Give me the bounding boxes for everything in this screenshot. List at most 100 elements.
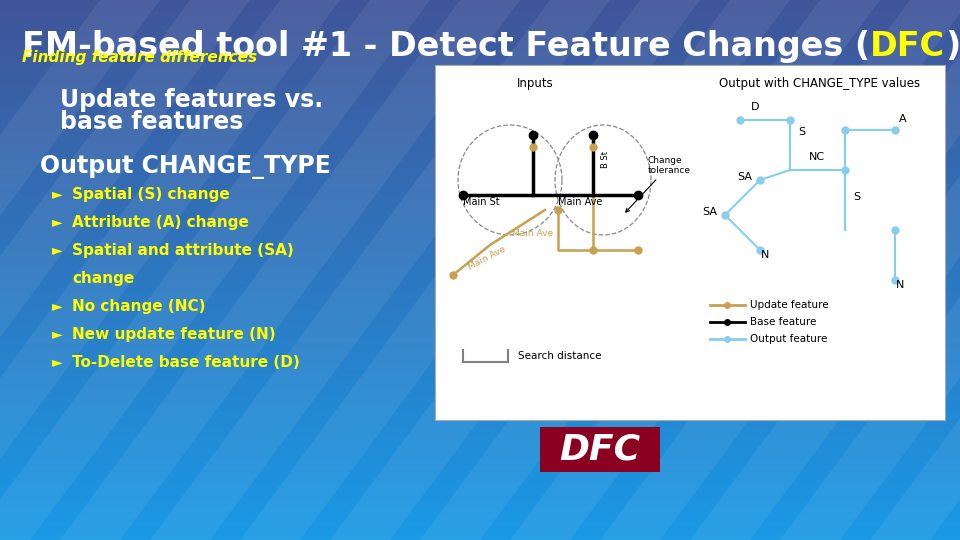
Bar [0, 158, 960, 160]
Bar [0, 482, 960, 484]
Bar [0, 209, 960, 211]
Bar [0, 315, 960, 317]
Bar [0, 151, 960, 153]
Bar [0, 167, 960, 169]
Text: ►: ► [52, 299, 62, 313]
Bar [0, 96, 960, 97]
Bar [0, 124, 960, 126]
Bar [0, 385, 960, 387]
Bar [0, 54, 960, 56]
Bar [0, 502, 960, 504]
Bar [0, 367, 960, 369]
Bar [0, 268, 960, 270]
Polygon shape [0, 0, 160, 540]
Bar [0, 459, 960, 461]
Bar [0, 7, 960, 9]
Bar [0, 475, 960, 477]
Bar [0, 196, 960, 198]
Bar [0, 486, 960, 488]
Text: D: D [751, 102, 759, 112]
Bar [0, 137, 960, 139]
Text: ): ) [946, 30, 960, 63]
Bar [0, 66, 960, 69]
Bar [0, 45, 960, 47]
Text: Update features vs.: Update features vs. [60, 88, 324, 112]
Text: S: S [798, 127, 805, 137]
Bar [0, 501, 960, 502]
Polygon shape [690, 0, 960, 540]
Bar [0, 147, 960, 150]
Bar [0, 101, 960, 103]
Bar [0, 292, 960, 293]
Bar [0, 420, 960, 421]
Bar [0, 396, 960, 398]
Bar [0, 76, 960, 77]
Bar [0, 362, 960, 363]
Bar [0, 218, 960, 220]
Bar [0, 479, 960, 481]
Bar [0, 212, 960, 214]
Bar [0, 241, 960, 243]
Bar [0, 38, 960, 39]
Bar [0, 238, 960, 239]
Bar [0, 88, 960, 90]
Bar [0, 133, 960, 135]
Bar [0, 193, 960, 194]
Bar [0, 61, 960, 63]
Text: Main Ave: Main Ave [513, 228, 554, 238]
Bar [0, 266, 960, 268]
Bar [0, 452, 960, 454]
Bar [0, 39, 960, 42]
Bar [0, 506, 960, 508]
Bar [0, 86, 960, 88]
Bar [0, 301, 960, 302]
Text: Base feature: Base feature [750, 317, 816, 327]
Bar [0, 322, 960, 324]
Text: Main St: Main St [463, 197, 499, 207]
Bar [0, 247, 960, 248]
Bar [0, 495, 960, 497]
Bar [0, 20, 960, 22]
Bar [0, 263, 960, 265]
Bar [0, 189, 960, 191]
Bar [0, 99, 960, 101]
Text: N: N [761, 250, 769, 260]
Bar [0, 106, 960, 108]
Bar [0, 293, 960, 295]
Bar [0, 518, 960, 520]
Bar [0, 335, 960, 336]
Bar [0, 286, 960, 288]
Bar [0, 223, 960, 225]
Bar [0, 34, 960, 36]
Bar [0, 535, 960, 536]
Bar [0, 112, 960, 113]
Bar [0, 520, 960, 522]
Bar [0, 270, 960, 272]
Bar [0, 353, 960, 355]
Bar [0, 417, 960, 420]
Bar [0, 474, 960, 475]
Bar [0, 531, 960, 533]
Bar [0, 220, 960, 221]
Bar [0, 160, 960, 162]
Bar [0, 63, 960, 65]
Bar [0, 207, 960, 209]
Bar [0, 58, 960, 59]
Bar [0, 187, 960, 189]
Bar [0, 47, 960, 49]
Bar [0, 513, 960, 515]
Bar [0, 22, 960, 23]
Bar [0, 31, 960, 32]
Bar [0, 464, 960, 466]
Bar [0, 533, 960, 535]
Bar [0, 363, 960, 366]
Text: S: S [853, 192, 860, 202]
Bar [0, 184, 960, 185]
Bar [0, 312, 960, 313]
Polygon shape [600, 0, 960, 540]
Text: Output feature: Output feature [750, 334, 828, 344]
Text: NC: NC [809, 152, 825, 162]
Bar [0, 389, 960, 390]
Bar [0, 339, 960, 340]
Bar [0, 174, 960, 177]
